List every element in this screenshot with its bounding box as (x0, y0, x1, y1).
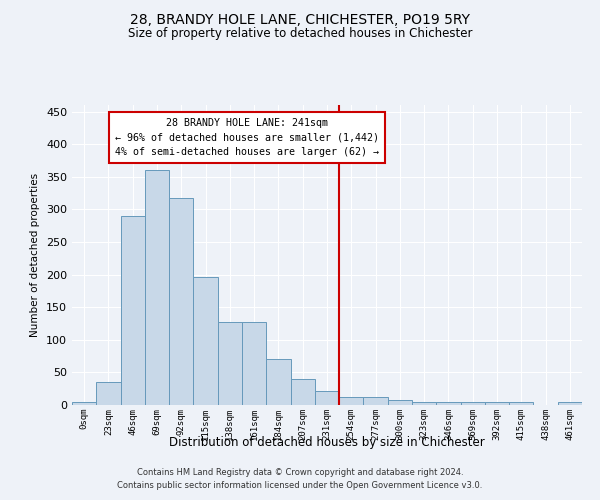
Bar (193, 276, 218, 405)
Bar (558, 402, 582, 405)
Text: 28 BRANDY HOLE LANE: 241sqm
← 96% of detached houses are smaller (1,442)
4% of s: 28 BRANDY HOLE LANE: 241sqm ← 96% of det… (115, 118, 379, 158)
Bar (169, 198, 193, 405)
Bar (364, 397, 388, 405)
Text: 28, BRANDY HOLE LANE, CHICHESTER, PO19 5RY: 28, BRANDY HOLE LANE, CHICHESTER, PO19 5… (130, 12, 470, 26)
Bar (509, 402, 533, 405)
Bar (485, 402, 509, 405)
Bar (412, 402, 436, 405)
Bar (96, 382, 121, 405)
Text: Distribution of detached houses by size in Chichester: Distribution of detached houses by size … (169, 436, 485, 449)
Bar (145, 170, 169, 405)
Bar (388, 400, 412, 405)
Bar (72, 402, 96, 405)
Text: Contains public sector information licensed under the Open Government Licence v3: Contains public sector information licen… (118, 482, 482, 490)
Bar (242, 322, 266, 405)
Bar (121, 216, 145, 405)
Bar (436, 402, 461, 405)
Bar (461, 402, 485, 405)
Text: Size of property relative to detached houses in Chichester: Size of property relative to detached ho… (128, 28, 472, 40)
Bar (218, 322, 242, 405)
Bar (339, 397, 364, 405)
Bar (315, 390, 339, 405)
Y-axis label: Number of detached properties: Number of detached properties (31, 173, 40, 337)
Text: Contains HM Land Registry data © Crown copyright and database right 2024.: Contains HM Land Registry data © Crown c… (137, 468, 463, 477)
Bar (290, 379, 315, 405)
Bar (266, 360, 290, 405)
